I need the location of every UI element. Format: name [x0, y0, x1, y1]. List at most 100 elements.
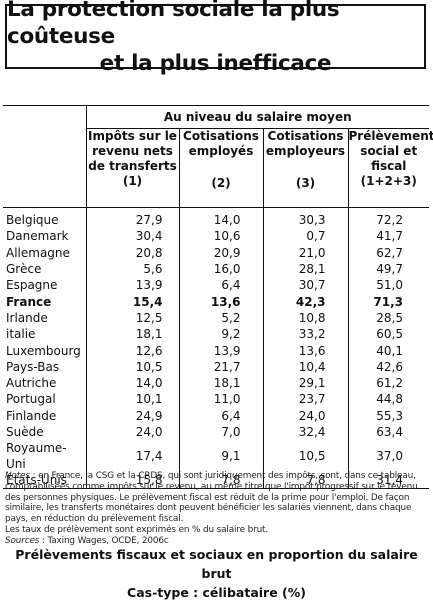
- country-cell: France: [6, 294, 52, 309]
- country-cell: Autriche: [6, 376, 57, 391]
- country-cell: Espagne: [6, 278, 58, 293]
- value-cell-4: 37,0: [347, 440, 429, 473]
- table-row: Grèce 5,6 16,0 28,1 49,7: [3, 260, 429, 278]
- notes: Notes : en France, la CSG et la CRDS, qu…: [5, 471, 429, 547]
- country-cell: Finlande: [6, 408, 57, 423]
- sources-text: : Taxing Wages, OCDE, 2006c: [39, 535, 169, 546]
- value-cell-1: 12,5: [85, 309, 179, 327]
- value-cell-1: 14,0: [85, 374, 179, 392]
- value-cell-2: 13,9: [178, 342, 263, 359]
- notes-text: : en France, la CSG et la CRDS, qui sont…: [5, 471, 418, 525]
- value-cell-4: 51,0: [347, 277, 429, 294]
- country-cell: italie: [6, 327, 36, 342]
- value-cell-2: 9,2: [178, 326, 263, 343]
- value-cell-4: 28,5: [347, 309, 429, 327]
- value-cell-4: 63,4: [347, 423, 429, 441]
- value-cell-1: 24,0: [85, 423, 179, 441]
- caption: Prélèvements fiscaux et sociaux en propo…: [0, 545, 433, 602]
- column-header-4: Prélèvement social et fiscal (1+2+3): [347, 128, 433, 208]
- notes-label: Notes: [5, 471, 30, 481]
- value-cell-4: 49,7: [347, 260, 429, 278]
- column-header-3: Cotisations employeurs (3): [262, 128, 348, 208]
- table-row: Suède 24,0 7,0 32,4 63,4: [3, 423, 429, 441]
- value-cell-4: 71,3: [347, 293, 429, 310]
- column-header-1: Impôts sur le revenu nets de transferts …: [85, 128, 179, 208]
- value-cell-4: 72,2: [347, 207, 429, 229]
- value-cell-2: 14,0: [178, 207, 263, 229]
- country-cell: Suède: [6, 425, 44, 439]
- value-cell-1: 17,4: [85, 440, 179, 473]
- column-header-num: (2): [211, 176, 231, 190]
- value-cell-2: 6,4: [178, 277, 263, 294]
- country-cell: Danemark: [6, 229, 69, 244]
- value-cell-2: 16,0: [178, 260, 263, 278]
- title-box: La protection sociale la plus coûteuse e…: [5, 0, 426, 76]
- value-cell-4: 55,3: [347, 407, 429, 424]
- table-row: Autriche 14,0 18,1 29,1 61,2: [3, 374, 429, 392]
- value-cell-3: 10,5: [262, 440, 348, 473]
- value-cell-2: 13,6: [178, 293, 263, 310]
- value-cell-2: 20,9: [178, 244, 263, 261]
- country-cell: Belgique: [6, 213, 59, 228]
- value-cell-3: 29,1: [262, 374, 348, 392]
- value-cell-4: 40,1: [347, 342, 429, 359]
- value-cell-2: 7,0: [178, 423, 263, 441]
- value-cell-2: 9,1: [178, 440, 263, 473]
- column-header-num: (1+2+3): [360, 174, 417, 188]
- value-cell-1: 15,4: [85, 293, 179, 310]
- value-cell-2: 6,4: [178, 407, 263, 424]
- column-header-label: Cotisations employés: [183, 129, 259, 158]
- country-cell: Grèce: [6, 262, 42, 277]
- value-cell-1: 20,8: [85, 244, 179, 261]
- data-table: Au niveau du salaire moyen Impôts sur le…: [3, 105, 433, 490]
- value-cell-3: 30,7: [262, 277, 348, 294]
- country-cell: Irlande: [6, 310, 48, 325]
- value-cell-4: 44,8: [347, 391, 429, 408]
- title-line-1: La protection sociale la plus coûteuse: [7, 0, 340, 49]
- value-cell-3: 42,3: [262, 293, 348, 310]
- country-cell: États-Unis: [3, 472, 86, 490]
- table-row: Luxembourg 12,6 13,9 13,6 40,1: [3, 342, 429, 359]
- value-cell-3: 13,6: [262, 342, 348, 359]
- country-cell: Portugal: [6, 392, 56, 407]
- value-cell-3: 0,7: [262, 228, 348, 245]
- value-cell-2: 10,6: [178, 228, 263, 245]
- value-cell-1: 5,6: [85, 260, 179, 278]
- value-cell-3: 23,7: [262, 391, 348, 408]
- value-cell-1: 12,6: [85, 342, 179, 359]
- value-cell-1: 13,9: [85, 277, 179, 294]
- value-cell-2: 11,0: [178, 391, 263, 408]
- value-cell-3: 30,3: [262, 207, 348, 229]
- table-row: France 15,4 13,6 42,3 71,3: [3, 293, 429, 310]
- value-cell-2: 18,1: [178, 374, 263, 392]
- column-header-label: Prélèvement social et fiscal: [348, 129, 433, 173]
- value-cell-1: 30,4: [85, 228, 179, 245]
- value-cell-3: 7,8: [262, 472, 348, 490]
- value-cell-4: 42,6: [347, 358, 429, 375]
- country-cell: Pays-Bas: [6, 359, 60, 374]
- country-cell: Allemagne: [6, 245, 70, 260]
- value-cell-3: 33,2: [262, 326, 348, 343]
- group-header: Au niveau du salaire moyen: [85, 105, 429, 129]
- table-row: Royaume-Uni 17,4 9,1 10,5 37,0: [3, 440, 429, 473]
- table-row: États-Unis 15,8 7,8 7,8 31,4: [3, 472, 429, 490]
- value-cell-4: 31,4: [347, 472, 429, 490]
- value-cell-1: 27,9: [85, 207, 179, 229]
- value-cell-1: 24,9: [85, 407, 179, 424]
- value-cell-1: 10,1: [85, 391, 179, 408]
- value-cell-3: 10,8: [262, 309, 348, 327]
- table-row: Irlande 12,5 5,2 10,8 28,5: [3, 309, 429, 327]
- column-header-num: (3): [295, 176, 316, 190]
- country-cell: Royaume-Uni: [6, 441, 67, 472]
- title-line-2: et la plus inefficace: [99, 51, 332, 76]
- value-cell-4: 41,7: [347, 228, 429, 245]
- value-cell-2: 21,7: [178, 358, 263, 375]
- value-cell-3: 28,1: [262, 260, 348, 278]
- column-header-label: Impôts sur le revenu nets de transferts: [88, 129, 177, 173]
- column-header-num: (1): [122, 174, 143, 188]
- value-cell-3: 21,0: [262, 244, 348, 261]
- country-cell: Luxembourg: [6, 343, 81, 358]
- value-cell-4: 62,7: [347, 244, 429, 261]
- table-row: Espagne 13,9 6,4 30,7 51,0: [3, 277, 429, 294]
- caption-line-1: Prélèvements fiscaux et sociaux en propo…: [15, 547, 418, 581]
